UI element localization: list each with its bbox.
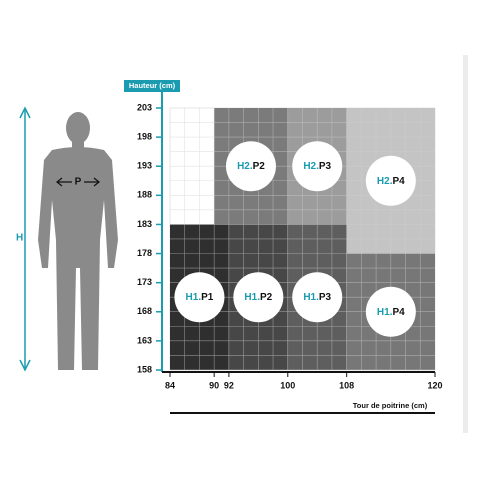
x-tick-label: 100: [280, 380, 295, 390]
x-tick-label: 108: [339, 380, 354, 390]
height-code: H1.: [244, 292, 260, 303]
y-axis-label: Hauteur (cm): [129, 81, 176, 90]
silhouette: [38, 112, 118, 370]
y-axis-label-box: [124, 80, 180, 92]
chest-code: P1: [201, 292, 214, 303]
size-badge: [233, 272, 284, 323]
size-code: H1.P4: [377, 306, 405, 317]
x-tick-label: 120: [427, 380, 442, 390]
y-tick-label: 188: [137, 190, 152, 200]
size-code: H1.P2: [244, 292, 272, 303]
chest-code: P2: [253, 161, 266, 172]
chest-code: P4: [392, 175, 405, 186]
chest-label: P: [75, 177, 82, 188]
size-badge: [365, 286, 416, 337]
height-code: H1.: [303, 292, 319, 303]
height-code: H2.: [377, 175, 393, 186]
y-tick-label: 158: [137, 364, 152, 374]
height-label: H: [16, 233, 23, 244]
y-tick-label: 193: [137, 161, 152, 171]
size-badge: [225, 141, 276, 192]
chest-code: P3: [319, 161, 332, 172]
size-code: H2.P3: [303, 161, 331, 172]
y-tick-label: 173: [137, 277, 152, 287]
side-bar: [463, 55, 468, 433]
size-badge: [292, 141, 343, 192]
size-code: H2.P4: [377, 175, 405, 186]
chest-code: P4: [392, 306, 405, 317]
y-tick-label: 198: [137, 131, 152, 141]
height-code: H2.: [303, 161, 319, 172]
height-code: H1.: [186, 292, 202, 303]
x-tick-label: 90: [209, 380, 219, 390]
y-tick-label: 168: [137, 306, 152, 316]
y-tick-label: 163: [137, 335, 152, 345]
height-code: H1.: [377, 306, 393, 317]
y-tick-label: 183: [137, 219, 152, 229]
size-badge: [174, 272, 225, 323]
y-tick-label: 178: [137, 248, 152, 258]
x-tick-label: 84: [165, 380, 175, 390]
size-code: H1.P3: [303, 292, 331, 303]
size-code: H2.P2: [237, 161, 265, 172]
chest-code: P3: [319, 292, 332, 303]
x-tick-label: 92: [224, 380, 234, 390]
size-badge: [292, 272, 343, 323]
height-arrow: [19, 106, 31, 372]
chest-code: P2: [260, 292, 273, 303]
x-axis-label-box: [345, 400, 435, 412]
size-code: H1.P1: [186, 292, 214, 303]
size-badge: [365, 155, 416, 206]
y-tick-label: 203: [137, 102, 152, 112]
x-axis-label: Tour de poitrine (cm): [353, 401, 428, 410]
height-code: H2.: [237, 161, 253, 172]
